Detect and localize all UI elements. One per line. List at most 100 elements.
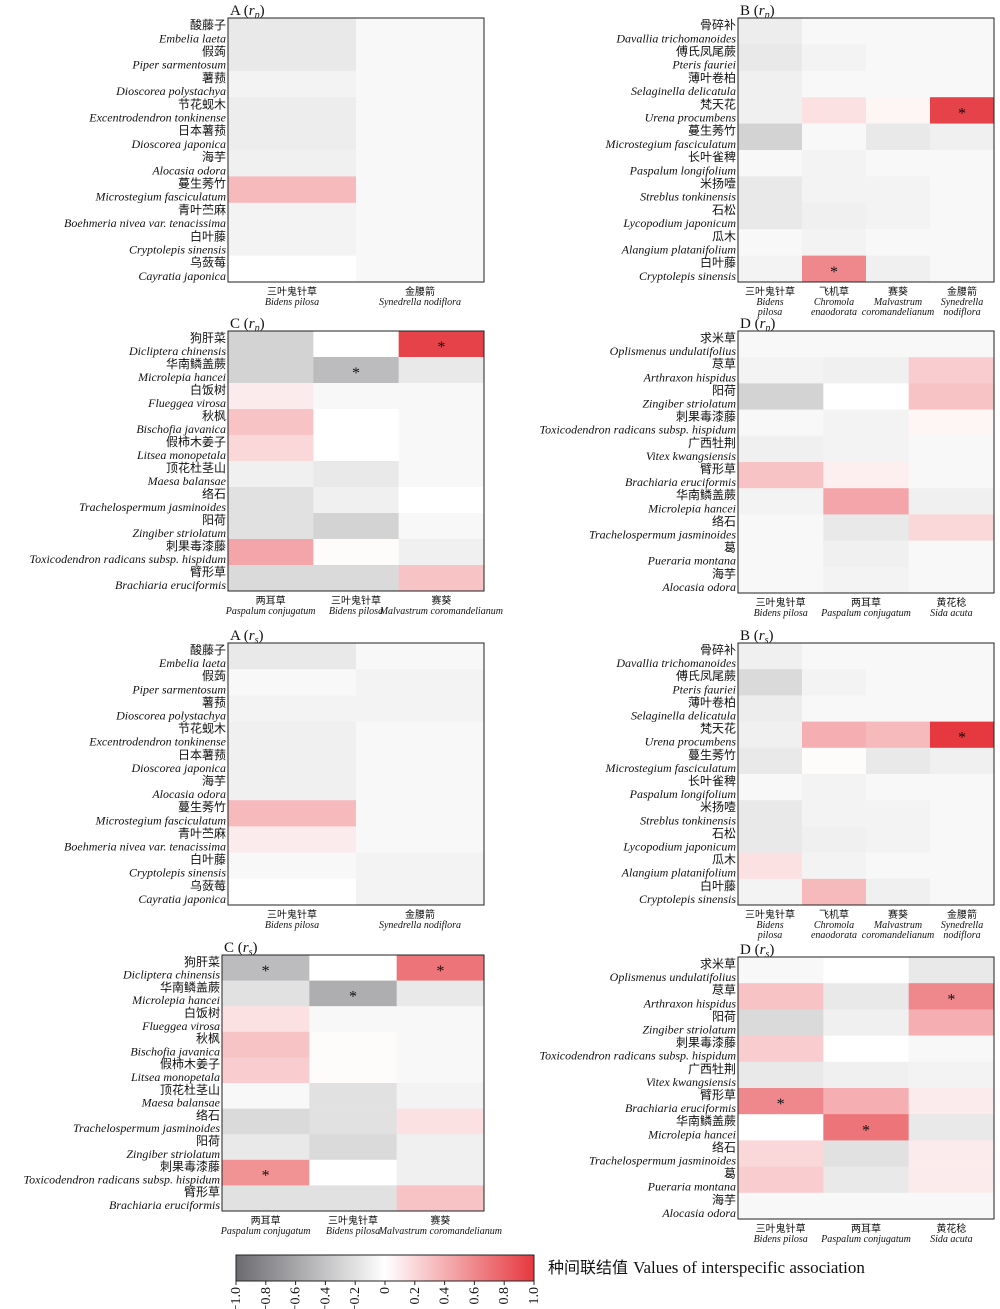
heatmap-cell [908, 1166, 995, 1194]
row-label-latin: Cryptolepis sinensis [639, 269, 736, 283]
row-label-latin: Paspalum longifolium [629, 787, 737, 801]
heatmap-cell [738, 826, 803, 853]
col-label-latin: enaodorata [811, 930, 857, 941]
panel-frame [737, 330, 995, 594]
row-label-zh: 米扬噎 [700, 799, 736, 814]
heatmap-cell [930, 878, 995, 906]
row-label-zh: 傅氏凤尾蕨 [676, 669, 736, 683]
heatmap-cell [802, 97, 867, 124]
heatmap-cell [823, 1088, 909, 1115]
significance-star: * [262, 963, 270, 980]
heatmap-cell [222, 1031, 310, 1058]
col-label-zh: 金腰箭 [947, 285, 977, 298]
heatmap-cell [398, 331, 485, 358]
heatmap-cell [802, 800, 867, 827]
heatmap-cell [738, 852, 803, 880]
heatmap-cell [908, 566, 995, 594]
heatmap-cell [930, 123, 995, 151]
row-label-zh: 葛 [724, 541, 736, 555]
col-label-zh: 赛葵 [430, 1214, 450, 1227]
row-label-latin: Alocasia odora [661, 1206, 736, 1220]
heatmap-cell [228, 150, 357, 177]
heatmap-cell [908, 1061, 995, 1089]
col-label-latin: enaodorata [811, 307, 857, 318]
row-label-latin: Dicliptera chinensis [128, 344, 226, 358]
colorbar-tick-label: −0.8 [259, 1287, 274, 1309]
row-label-latin: Toxicodendron radicans subsp. hispidum [24, 1172, 221, 1186]
row-label-zh: 蔓生莠竹 [178, 176, 226, 190]
heatmap-cell [222, 1083, 310, 1109]
col-label-zh: 三叶鬼针草 [745, 908, 795, 921]
heatmap-cell [823, 983, 909, 1010]
heatmap-cell [802, 70, 867, 98]
heatmap-cell [398, 461, 485, 488]
row-label-zh: 臂形草 [700, 1088, 736, 1102]
significance-star: * [958, 730, 966, 747]
heatmap-cell [930, 229, 995, 256]
row-label-zh: 阳荷 [712, 383, 736, 397]
heatmap-cell [802, 255, 867, 283]
row-label-latin: Trachelospermum jasminoides [589, 1154, 736, 1168]
row-label-zh: 阳荷 [202, 513, 226, 527]
row-label-zh: 乌蔹莓 [190, 878, 226, 893]
row-label-zh: 秋枫 [196, 1031, 220, 1046]
heatmap-cell [930, 643, 995, 670]
row-label-zh: 络石 [712, 1139, 736, 1154]
row-label-latin: Vitex kwangsiensis [646, 449, 736, 463]
row-label-latin: Dicliptera chinensis [122, 968, 220, 982]
row-label-latin: Davallia trichomanoides [615, 656, 736, 670]
heatmap-cell [802, 852, 867, 880]
heatmap-cell [908, 383, 995, 410]
heatmap-cell [396, 1006, 485, 1033]
heatmap-cell [738, 1061, 824, 1089]
heatmap-cell [930, 18, 995, 45]
heatmap-cell [228, 255, 357, 283]
row-label-zh: 华南鳞盖蕨 [676, 1113, 736, 1128]
heatmap-cell [398, 513, 485, 540]
panel-title: A (rs) [230, 628, 264, 646]
row-label-zh: 酸藤子 [190, 17, 226, 32]
row-label-zh: 狗肝菜 [184, 955, 220, 969]
heatmap-cell [228, 721, 357, 749]
heatmap-cell [823, 357, 909, 384]
heatmap-cell [738, 800, 803, 827]
heatmap-cell [228, 44, 357, 72]
row-label-latin: Toxicodendron radicans subsp. hispidum [540, 423, 737, 437]
row-label-zh: 乌蔹莓 [190, 255, 226, 270]
heatmap-cell [866, 150, 931, 177]
heatmap-cell [823, 1192, 909, 1220]
heatmap-cell [802, 643, 867, 670]
row-label-latin: Arthraxon hispidus [643, 996, 737, 1010]
heatmap-cell [866, 852, 931, 880]
row-label-zh: 华南鳞盖蕨 [166, 356, 226, 371]
heatmap-cell [396, 1031, 485, 1058]
heatmap-cell [930, 695, 995, 722]
row-label-latin: Excentrodendron tonkinense [88, 735, 226, 749]
heatmap-cell [908, 1140, 995, 1167]
heatmap-cell [738, 488, 824, 515]
heatmap-cell [802, 669, 867, 696]
heatmap-cell [228, 826, 357, 853]
row-label-latin: Toxicodendron radicans subsp. hispidum [30, 552, 227, 566]
row-label-latin: Arthraxon hispidus [643, 370, 737, 384]
colorbar-title: 种间联结值 Values of interspecific associatio… [548, 1258, 865, 1277]
heatmap-cell [228, 852, 357, 880]
heatmap-cell [222, 1134, 310, 1161]
heatmap-cell [313, 331, 399, 358]
row-label-latin: Boehmeria nivea var. tenacissima [64, 216, 226, 230]
row-label-latin: Cayratia japonica [138, 892, 226, 906]
row-label-zh: 阳荷 [712, 1009, 736, 1023]
significance-star: * [777, 1096, 785, 1113]
row-label-latin: Cryptolepis sinensis [639, 892, 736, 906]
colorbar-tick-label: 0.2 [408, 1287, 423, 1305]
row-label-latin: Alangium platanifolium [621, 866, 737, 880]
row-label-latin: Microstegium fasciculatum [604, 761, 736, 775]
col-label-zh: 金腰箭 [405, 908, 435, 921]
row-label-zh: 刺果毒漆藤 [160, 1160, 220, 1174]
heatmap-cell [866, 721, 931, 749]
row-label-latin: Streblus tonkinensis [640, 190, 736, 204]
heatmap-cell [908, 488, 995, 515]
heatmap-cell [866, 643, 931, 670]
